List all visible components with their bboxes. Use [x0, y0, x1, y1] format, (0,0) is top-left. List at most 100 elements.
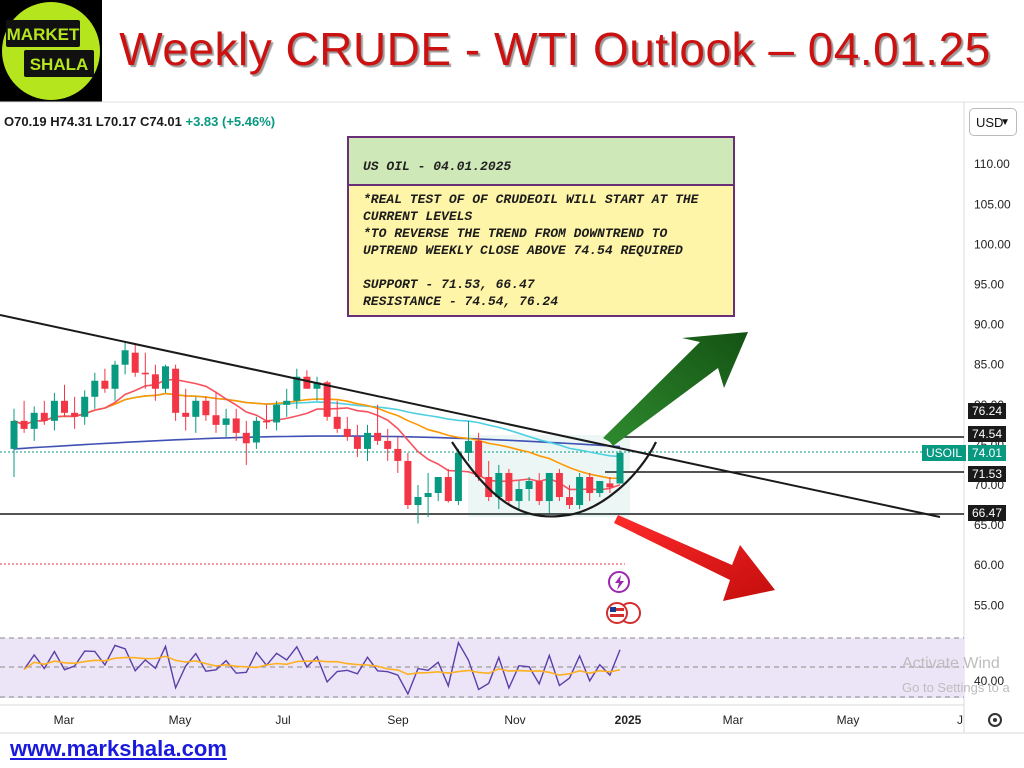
y-tick-label: 95.00 — [974, 278, 1004, 292]
candle-body — [81, 396, 89, 417]
candle-body — [111, 364, 119, 389]
level-tag-74-54: 74.54 — [968, 426, 1007, 442]
candle-body — [192, 400, 200, 417]
currency-select[interactable]: USD ▼ — [969, 108, 1017, 136]
candle-body — [121, 350, 129, 365]
candle-body — [242, 432, 250, 444]
note-line: *TO REVERSE THE TREND FROM DOWNTREND TO — [363, 226, 668, 241]
x-tick-label: Sep — [387, 713, 409, 727]
level-tag-66-47: 66.47 — [968, 505, 1007, 521]
candle-body — [252, 420, 260, 443]
candle-body — [434, 476, 442, 494]
x-tick-label: May — [169, 713, 192, 727]
candle-body — [616, 452, 624, 484]
logo-text-market: MARKET — [7, 25, 80, 44]
candle-body — [40, 412, 48, 421]
x-tick-label: 2025 — [615, 713, 642, 727]
x-tick-label: May — [837, 713, 860, 727]
note-line: CURRENT LEVELS — [363, 209, 473, 224]
low-value: L70.17 — [95, 114, 137, 129]
candle-body — [30, 412, 38, 429]
candle-body — [384, 440, 392, 449]
candle-body — [353, 436, 361, 449]
note-line: SUPPORT - 71.53, 66.47 — [363, 277, 535, 292]
candle-body — [444, 476, 452, 502]
y-tick-label: 85.00 — [974, 358, 1004, 372]
rsi-panel-background — [0, 638, 964, 698]
note-line: RESISTANCE - 74.54, 76.24 — [363, 294, 559, 309]
level-tag-71-53: 71.53 — [968, 466, 1007, 482]
ma-line-red — [13, 378, 621, 491]
candle-body — [141, 372, 149, 375]
rsi-line — [23, 640, 621, 696]
candle-body — [283, 400, 291, 405]
last-price-tag: 74.01 — [968, 445, 1007, 461]
candle-body — [162, 366, 169, 389]
close-value: C74.01 — [139, 114, 182, 129]
candle-body — [71, 412, 79, 417]
candle-body — [323, 382, 331, 417]
note-line: UPTREND WEEKLY CLOSE ABOVE 74.54 REQUIRE… — [363, 243, 683, 258]
watermark-line-2: Go to Settings to a — [902, 680, 1010, 695]
note-header: US OIL - 04.01.2025 — [349, 138, 733, 186]
downtrend-line — [0, 314, 941, 518]
open-value: O70.19 — [4, 114, 47, 129]
candle-body — [182, 412, 190, 417]
candle-body — [313, 382, 321, 389]
y-tick-label: 55.00 — [974, 598, 1004, 612]
x-tick-label: Nov — [504, 713, 525, 727]
candle-body — [576, 476, 584, 506]
candle-body — [333, 416, 341, 429]
candle-body — [495, 472, 503, 498]
candle-body — [263, 420, 270, 423]
high-value: H74.31 — [50, 114, 93, 129]
y-tick-label: 105.00 — [974, 197, 1011, 211]
candle-body — [10, 420, 18, 449]
candle-body — [222, 418, 230, 425]
candle-body — [212, 415, 220, 425]
candle-body — [404, 460, 412, 506]
us-flag-event-icon[interactable] — [606, 602, 641, 624]
candle-body — [20, 420, 28, 429]
y-tick-label: 90.00 — [974, 318, 1004, 332]
candle-body — [131, 352, 139, 373]
candle-body — [606, 483, 614, 488]
y-tick-label: 110.00 — [974, 157, 1010, 171]
change-value: +3.83 (+5.46%) — [185, 114, 276, 129]
candle-body — [202, 400, 210, 416]
level-tag-76-24: 76.24 — [968, 403, 1007, 419]
candle-body — [545, 472, 553, 502]
candle-body — [101, 380, 109, 389]
settings-gear-icon[interactable] — [986, 711, 1004, 729]
candle-body — [172, 368, 180, 413]
candle-body — [424, 493, 432, 498]
note-line: *REAL TEST OF OF CRUDEOIL WILL START AT … — [363, 192, 699, 207]
currency-label: USD — [976, 115, 1004, 130]
candle-body — [151, 374, 159, 389]
bearish-arrow — [614, 515, 775, 601]
candle-body — [394, 448, 402, 461]
y-tick-label: 40.00 — [974, 674, 1004, 688]
candle-body — [465, 440, 472, 453]
note-line — [363, 259, 733, 276]
lightning-event-icon[interactable] — [608, 571, 630, 593]
candle-body — [475, 440, 483, 477]
note-body: *REAL TEST OF OF CRUDEOIL WILL START AT … — [349, 186, 733, 315]
ohlc-legend: O70.19 H74.31 L70.17 C74.01 +3.83 (+5.46… — [4, 114, 275, 129]
y-tick-label: 65.00 — [974, 518, 1004, 532]
candle-body — [535, 480, 543, 502]
candle-body — [293, 376, 301, 401]
activate-windows-watermark: Activate Wind Go to Settings to a — [902, 652, 1010, 700]
candle-body — [586, 476, 594, 494]
chevron-down-icon: ▼ — [1000, 117, 1010, 128]
watermark-line-1: Activate Wind — [902, 655, 1000, 672]
website-link[interactable]: www.markshala.com — [10, 736, 227, 761]
page-title: Weekly CRUDE - WTI Outlook – 04.01.25 — [119, 23, 991, 75]
candle-body — [232, 418, 240, 433]
candle-body — [364, 432, 371, 449]
x-tick-label: Jul — [275, 713, 290, 727]
cup-pattern-curve — [451, 441, 657, 518]
logo-text-shala: SHALA — [30, 55, 89, 74]
ma-line-blue — [13, 435, 621, 450]
